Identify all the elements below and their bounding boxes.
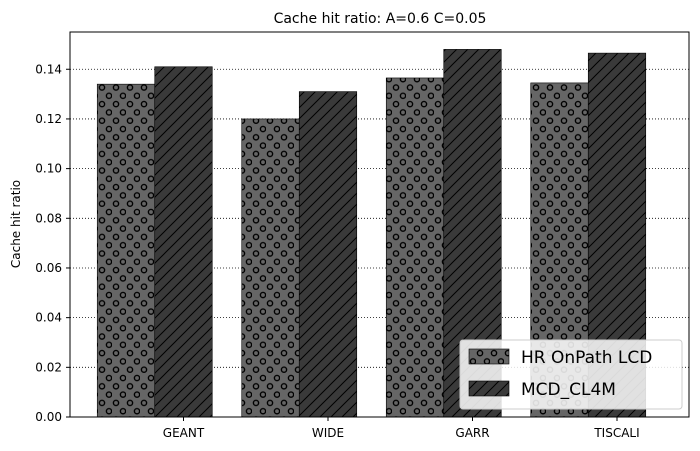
y-tick-label: 0.12 <box>35 112 62 126</box>
bar-hr-onpath-lcd-garr <box>385 77 445 418</box>
legend-label-hr-onpath-lcd: HR OnPath LCD <box>521 348 652 368</box>
x-tick-label-tiscali: TISCALI <box>593 426 639 440</box>
y-tick-label: 0.00 <box>35 410 62 424</box>
x-tick-label-geant: GEANT <box>163 426 205 440</box>
legend-swatch-hr-onpath-lcd <box>468 348 510 365</box>
y-tick-label: 0.08 <box>35 211 62 225</box>
legend-label-mcd-cl4m: MCD_CL4M <box>521 380 616 400</box>
bars <box>96 49 647 418</box>
y-axis: 0.00 0.02 0.04 0.06 0.08 0.10 0.12 0.14 <box>35 62 70 424</box>
y-tick-label: 0.14 <box>35 62 62 76</box>
x-axis: GEANT WIDE GARR TISCALI <box>163 417 640 440</box>
legend: HR OnPath LCD MCD_CL4M <box>459 339 683 410</box>
x-tick-label-wide: WIDE <box>312 426 344 440</box>
bar-hr-onpath-lcd-wide <box>241 118 300 418</box>
x-tick-label-garr: GARR <box>455 426 489 440</box>
bar-mcd-cl4m-wide <box>298 91 358 418</box>
bar-hr-onpath-lcd-geant <box>96 83 156 418</box>
gridlines <box>70 68 689 368</box>
legend-box <box>459 339 683 410</box>
y-tick-label: 0.06 <box>35 261 62 275</box>
y-tick-label: 0.02 <box>35 360 62 374</box>
y-axis-label: Cache hit ratio <box>9 180 23 268</box>
legend-swatch-mcd-cl4m <box>468 380 510 397</box>
y-tick-label: 0.10 <box>35 162 62 176</box>
chart-title: Cache hit ratio: A=0.6 C=0.05 <box>274 11 487 27</box>
y-tick-label: 0.04 <box>35 311 62 325</box>
bar-mcd-cl4m-geant <box>154 66 213 418</box>
plot-frame <box>69 31 690 418</box>
